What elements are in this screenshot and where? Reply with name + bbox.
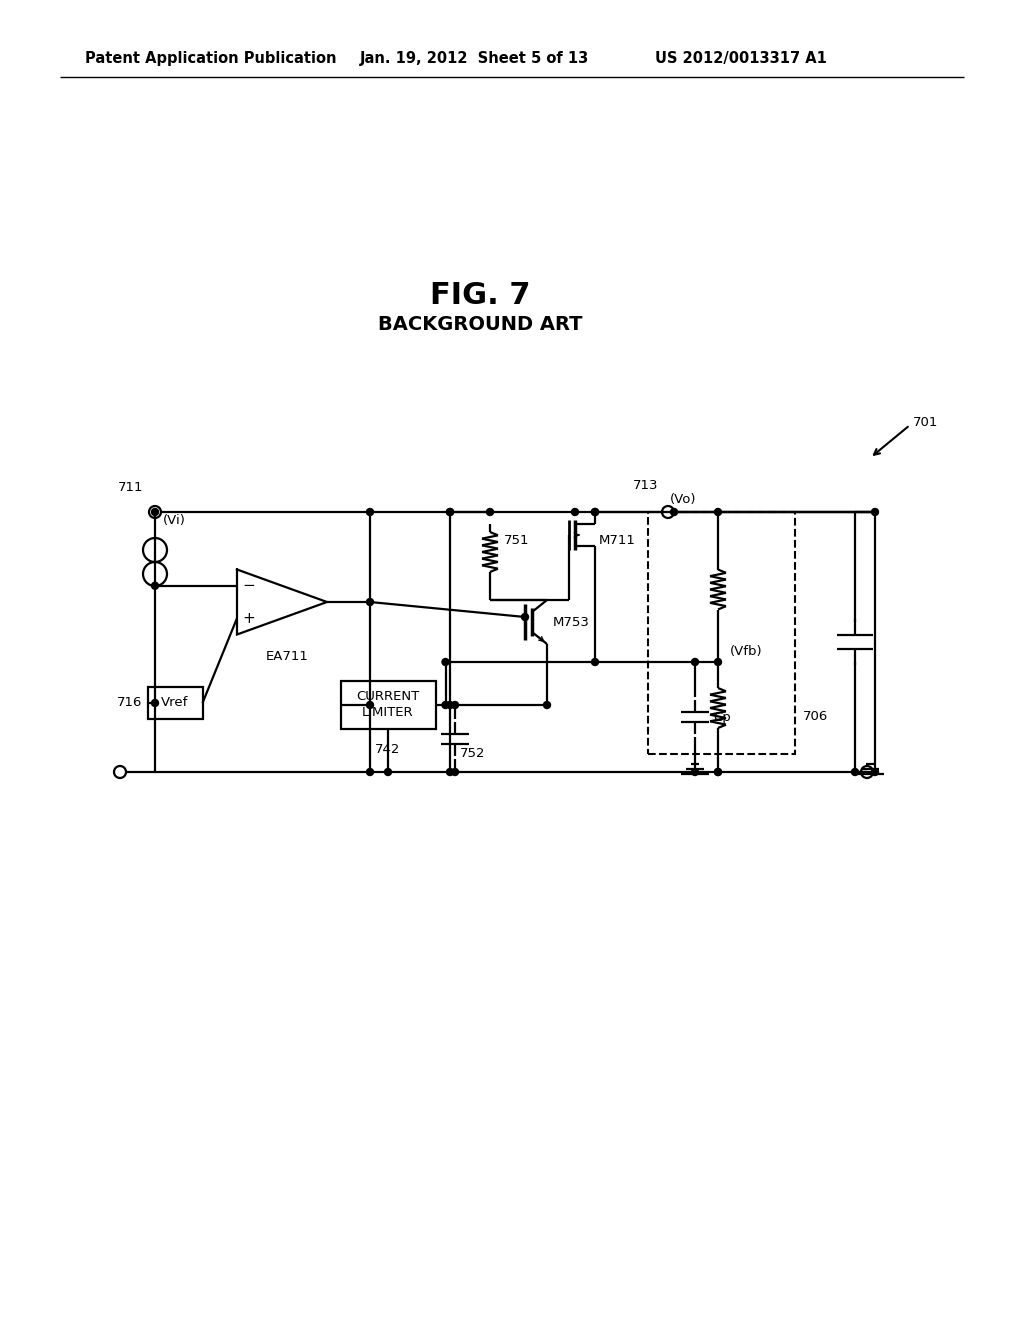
Circle shape [446, 508, 454, 516]
Circle shape [446, 768, 454, 776]
Circle shape [871, 768, 879, 776]
FancyBboxPatch shape [341, 681, 435, 729]
Circle shape [367, 701, 374, 709]
Text: Cp: Cp [713, 710, 731, 723]
Text: 742: 742 [376, 743, 400, 756]
Text: 713: 713 [633, 479, 658, 492]
Circle shape [446, 508, 454, 516]
Circle shape [442, 701, 449, 709]
Text: M753: M753 [553, 615, 590, 628]
Circle shape [152, 508, 159, 516]
Text: 711: 711 [118, 480, 143, 494]
Circle shape [715, 659, 722, 665]
Text: −: − [243, 578, 255, 593]
Circle shape [715, 768, 722, 776]
Text: +: + [243, 611, 255, 626]
Text: 701: 701 [913, 417, 938, 429]
Circle shape [452, 701, 459, 709]
Circle shape [715, 768, 722, 776]
Text: LIMITER: LIMITER [362, 706, 414, 719]
Text: EA711: EA711 [265, 649, 308, 663]
Text: Patent Application Publication: Patent Application Publication [85, 50, 337, 66]
Circle shape [671, 508, 678, 516]
Text: 751: 751 [504, 533, 529, 546]
Circle shape [592, 508, 598, 516]
Text: (Vi): (Vi) [163, 513, 186, 527]
Text: BACKGROUND ART: BACKGROUND ART [378, 315, 583, 334]
Text: M711: M711 [599, 533, 636, 546]
Text: Jan. 19, 2012  Sheet 5 of 13: Jan. 19, 2012 Sheet 5 of 13 [360, 50, 589, 66]
Circle shape [367, 598, 374, 606]
Circle shape [871, 508, 879, 516]
Circle shape [592, 508, 598, 516]
Text: 706: 706 [803, 710, 828, 723]
Circle shape [486, 508, 494, 516]
Circle shape [571, 508, 579, 516]
FancyBboxPatch shape [147, 686, 203, 719]
Circle shape [452, 768, 459, 776]
Text: Vref: Vref [162, 697, 188, 710]
Circle shape [592, 659, 598, 665]
Text: 752: 752 [460, 747, 485, 760]
Circle shape [446, 701, 454, 709]
Circle shape [442, 659, 449, 665]
Circle shape [691, 659, 698, 665]
Circle shape [152, 582, 159, 589]
Text: US 2012/0013317 A1: US 2012/0013317 A1 [655, 50, 826, 66]
Circle shape [852, 768, 858, 776]
Text: (Vfb): (Vfb) [730, 645, 763, 657]
Circle shape [715, 508, 722, 516]
Text: CURRENT: CURRENT [356, 690, 420, 704]
Circle shape [384, 768, 391, 776]
Circle shape [367, 768, 374, 776]
Text: (Vo): (Vo) [670, 492, 696, 506]
Circle shape [544, 701, 551, 709]
Text: FIG. 7: FIG. 7 [430, 281, 530, 309]
Circle shape [521, 614, 528, 620]
Text: 716: 716 [117, 697, 142, 710]
Circle shape [367, 508, 374, 516]
Circle shape [152, 700, 159, 706]
Circle shape [691, 768, 698, 776]
